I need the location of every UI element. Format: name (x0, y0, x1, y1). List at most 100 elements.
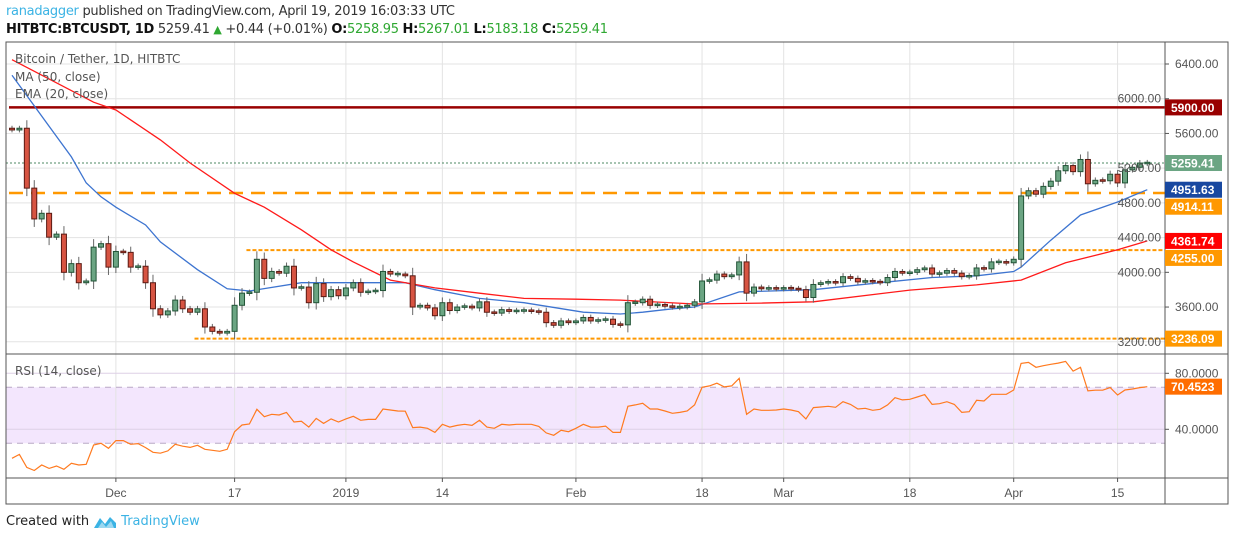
candle[interactable] (854, 277, 861, 283)
candle[interactable] (1084, 158, 1091, 185)
candle[interactable] (1129, 166, 1136, 171)
candle[interactable] (543, 311, 550, 324)
candle[interactable] (929, 267, 936, 275)
candle[interactable] (46, 212, 53, 238)
candle[interactable] (342, 287, 349, 297)
candle[interactable] (713, 273, 720, 281)
candle[interactable] (610, 318, 617, 325)
candle[interactable] (157, 308, 164, 316)
candle[interactable] (187, 308, 194, 313)
candle[interactable] (268, 270, 275, 279)
candle[interactable] (936, 272, 943, 275)
candle[interactable] (461, 305, 468, 308)
candle[interactable] (788, 286, 795, 290)
candle[interactable] (409, 275, 416, 308)
candle[interactable] (1055, 170, 1062, 182)
candle[interactable] (802, 289, 809, 298)
candle[interactable] (795, 287, 802, 291)
candle[interactable] (120, 250, 127, 254)
candle[interactable] (691, 301, 698, 306)
candle[interactable] (105, 243, 112, 268)
candle[interactable] (454, 306, 461, 312)
candle[interactable] (498, 309, 505, 314)
candle[interactable] (758, 286, 765, 290)
candle[interactable] (810, 283, 817, 298)
candle[interactable] (565, 320, 572, 324)
candle[interactable] (31, 187, 38, 220)
candle[interactable] (298, 286, 305, 289)
candle[interactable] (446, 302, 453, 312)
candle[interactable] (483, 301, 490, 313)
candle[interactable] (172, 299, 179, 312)
candle[interactable] (246, 291, 253, 294)
candle[interactable] (825, 281, 832, 284)
candle[interactable] (1010, 258, 1017, 264)
candle[interactable] (60, 233, 67, 273)
candle[interactable] (283, 265, 290, 274)
candle[interactable] (68, 263, 75, 273)
candle[interactable] (253, 258, 260, 293)
candle[interactable] (313, 283, 320, 304)
candle[interactable] (602, 318, 609, 321)
candle[interactable] (751, 286, 757, 294)
candle[interactable] (513, 309, 520, 313)
candle[interactable] (224, 330, 231, 334)
legend-ma[interactable]: MA (50, close) (15, 70, 101, 84)
candle[interactable] (328, 289, 335, 298)
candle[interactable] (558, 320, 565, 326)
legend-rsi[interactable]: RSI (14, close) (15, 364, 102, 378)
candle[interactable] (1144, 161, 1151, 165)
candle[interactable] (1003, 261, 1010, 264)
candle[interactable] (365, 290, 372, 294)
candle[interactable] (914, 269, 921, 273)
candle[interactable] (1077, 158, 1084, 173)
candle[interactable] (906, 271, 913, 275)
candle[interactable] (891, 270, 898, 279)
candle[interactable] (209, 326, 216, 332)
candle[interactable] (491, 311, 498, 314)
candle[interactable] (817, 282, 824, 285)
candle[interactable] (617, 323, 624, 326)
candle[interactable] (402, 273, 409, 277)
candle[interactable] (966, 274, 973, 278)
candle[interactable] (639, 298, 646, 304)
candle[interactable] (587, 316, 594, 322)
candle[interactable] (231, 304, 238, 332)
candle[interactable] (973, 267, 980, 277)
candle[interactable] (580, 316, 587, 322)
red-moving-average-line[interactable] (11, 59, 1148, 305)
candle[interactable] (869, 279, 876, 283)
legend-ema[interactable]: EMA (20, close) (15, 87, 109, 101)
candle[interactable] (728, 274, 735, 278)
candle[interactable] (417, 304, 424, 308)
candle[interactable] (773, 287, 780, 290)
candle[interactable] (372, 289, 379, 293)
candle[interactable] (394, 272, 401, 276)
candle[interactable] (90, 246, 97, 282)
candle[interactable] (1092, 179, 1099, 185)
candle[interactable] (194, 308, 201, 313)
candle[interactable] (884, 277, 891, 284)
candle[interactable] (135, 265, 142, 268)
candle[interactable] (98, 243, 105, 248)
candle[interactable] (958, 272, 965, 278)
candle[interactable] (335, 289, 342, 297)
candle[interactable] (142, 265, 149, 284)
author-link[interactable]: ranadagger (6, 4, 79, 19)
candle[interactable] (1070, 165, 1077, 173)
candle[interactable] (862, 280, 869, 283)
candle[interactable] (380, 270, 386, 292)
candle[interactable] (1122, 169, 1128, 184)
candle[interactable] (276, 270, 283, 274)
candle[interactable] (16, 127, 23, 131)
candle[interactable] (38, 212, 45, 220)
candle[interactable] (1047, 180, 1054, 187)
candle[interactable] (921, 267, 928, 271)
candle[interactable] (431, 307, 438, 317)
candle[interactable] (439, 302, 446, 317)
candle[interactable] (943, 270, 950, 274)
blue-moving-average-line[interactable] (11, 74, 1148, 315)
candle[interactable] (550, 322, 557, 326)
candle[interactable] (506, 309, 513, 312)
candle[interactable] (847, 276, 854, 279)
